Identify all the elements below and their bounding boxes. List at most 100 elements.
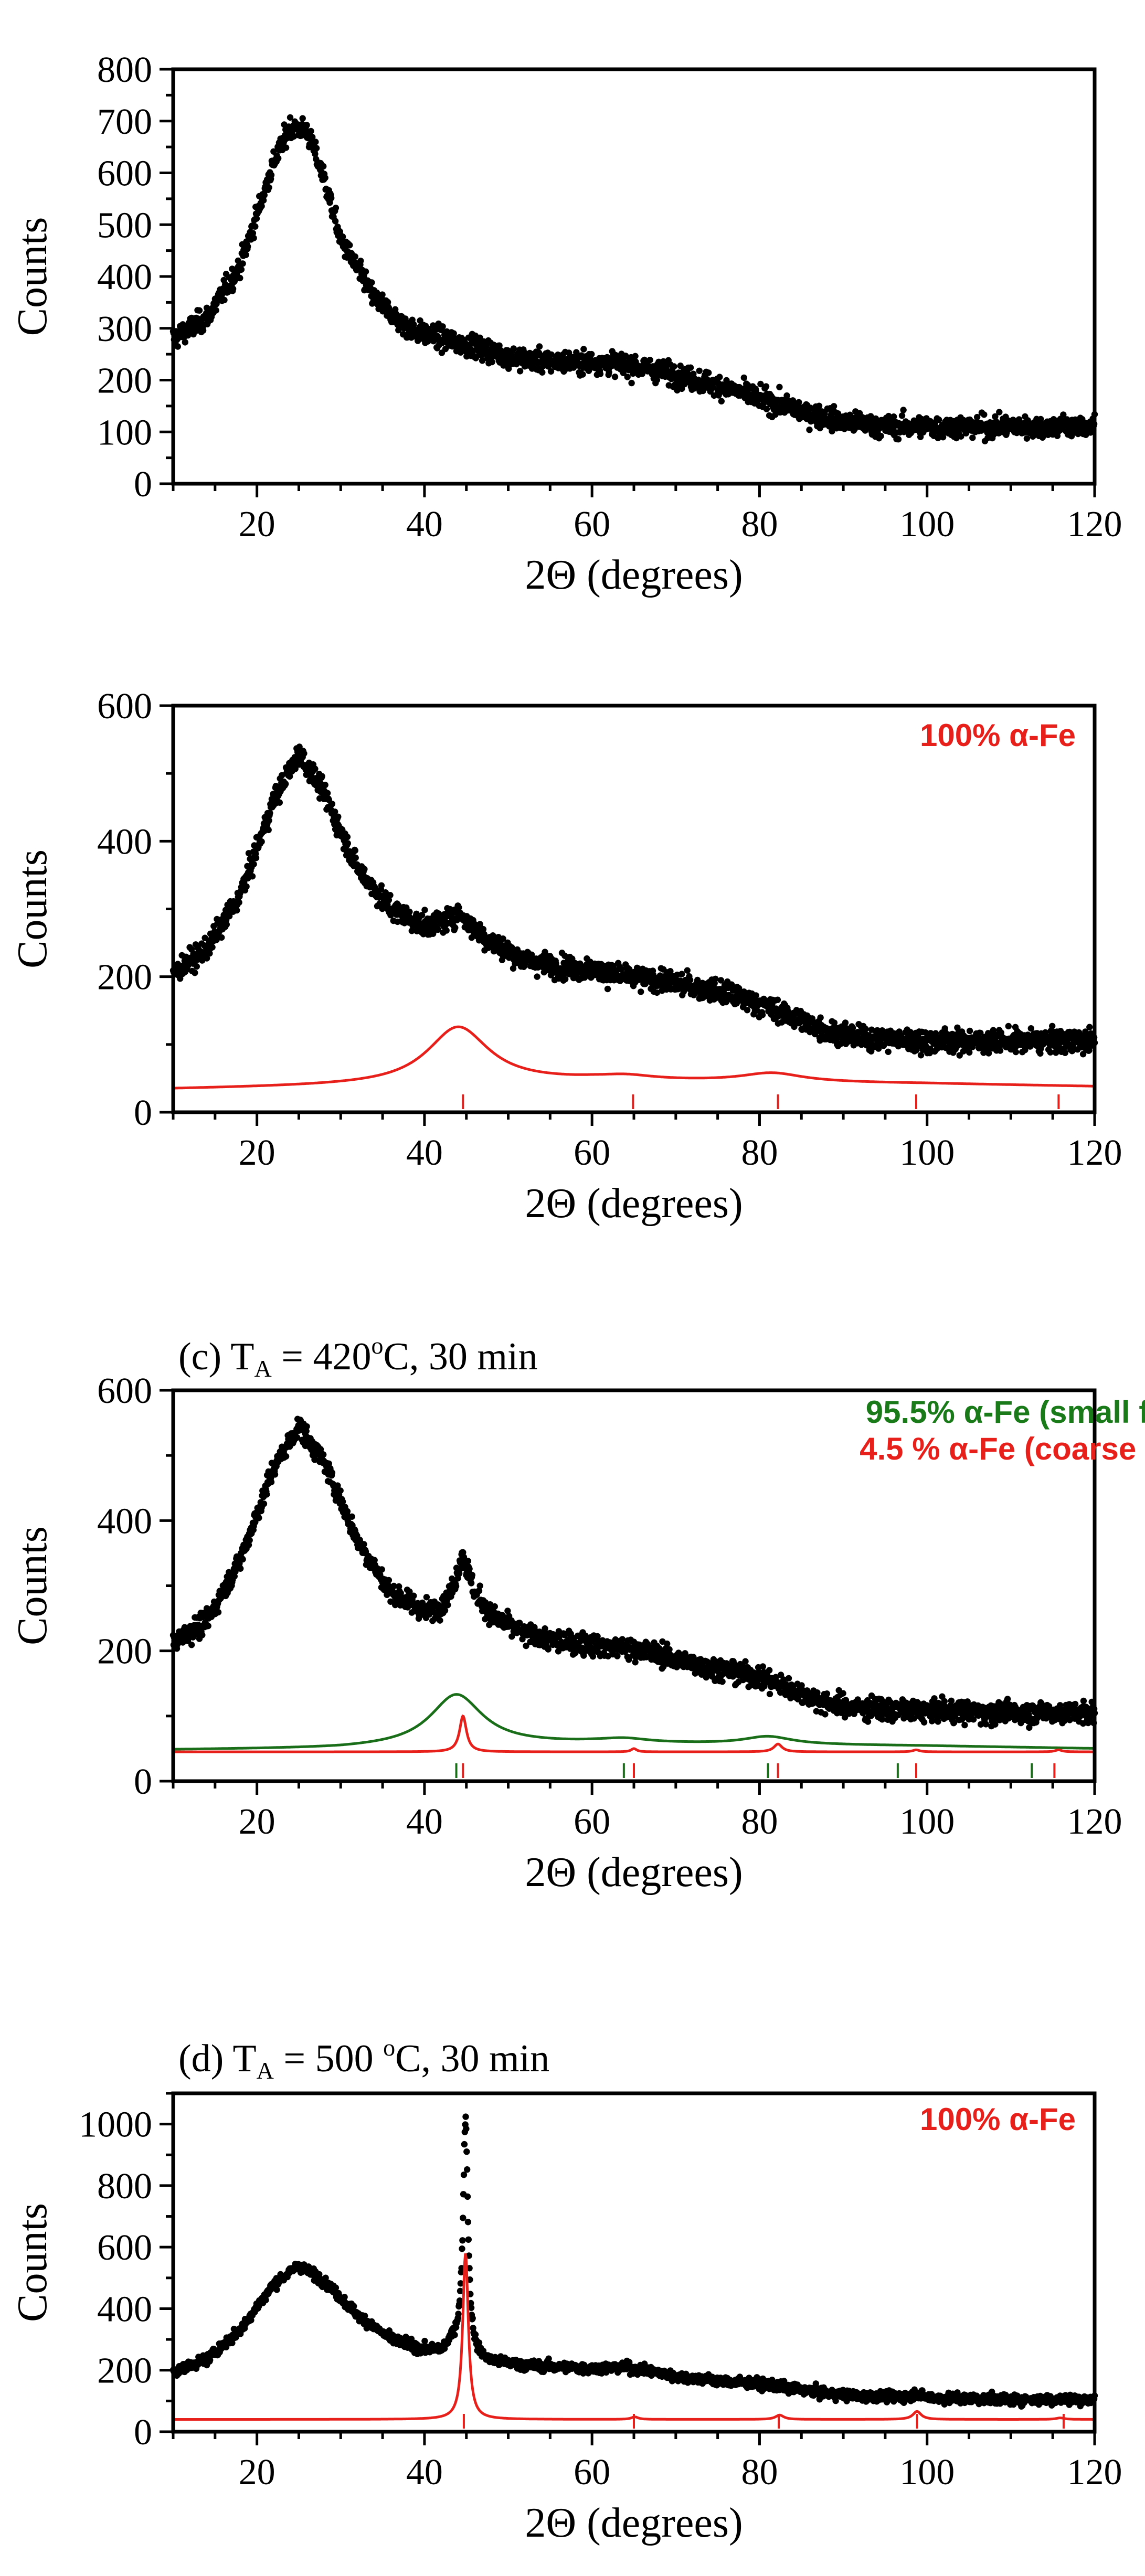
data-point <box>455 904 462 911</box>
data-point <box>203 955 210 962</box>
data-point <box>548 351 555 358</box>
data-point <box>547 368 555 375</box>
data-point <box>410 321 417 328</box>
data-point <box>384 299 391 306</box>
data-point <box>361 866 368 872</box>
data-point <box>267 810 273 817</box>
data-point <box>885 1048 892 1056</box>
data-point <box>776 384 783 390</box>
data-point <box>320 1451 327 1458</box>
data-point <box>917 433 924 440</box>
data-point <box>410 1592 417 1599</box>
x-axis-label: 2Θ (degrees) <box>525 1180 743 1227</box>
data-point <box>604 985 611 993</box>
data-point <box>646 356 653 364</box>
data-point <box>258 838 265 845</box>
data-point <box>740 374 748 381</box>
data-point <box>762 383 770 390</box>
x-tick-label: 100 <box>899 1133 955 1173</box>
data-point <box>344 834 351 840</box>
data-point <box>437 1617 443 1624</box>
data-point <box>1005 1023 1012 1030</box>
data-point <box>250 860 257 868</box>
data-point <box>939 434 947 441</box>
data-point <box>686 976 694 984</box>
x-tick-label: 40 <box>406 1133 443 1173</box>
data-point <box>344 840 351 847</box>
data-point <box>223 921 230 928</box>
data-point <box>783 392 790 399</box>
data-point <box>303 1423 310 1430</box>
data-point <box>312 151 319 157</box>
data-point <box>282 781 289 787</box>
data-point <box>966 1049 973 1056</box>
data-point <box>1049 1023 1056 1030</box>
data-point <box>834 410 842 417</box>
data-point <box>237 1565 244 1572</box>
y-axis-label: Counts <box>9 849 56 968</box>
data-point <box>624 374 631 380</box>
data-point <box>763 406 770 412</box>
data-point <box>352 854 359 861</box>
x-tick-label: 120 <box>1067 1133 1122 1173</box>
legend-annotation: 100% α-Fe <box>920 718 1076 753</box>
data-point <box>900 407 907 413</box>
data-point <box>476 1582 483 1589</box>
data-point <box>759 1012 766 1018</box>
data-point <box>423 1594 430 1601</box>
data-point <box>992 413 999 420</box>
data-point <box>239 260 246 267</box>
data-point <box>842 1019 849 1026</box>
data-point <box>237 274 243 282</box>
data-point <box>313 145 320 152</box>
data-point <box>319 773 325 780</box>
data-point <box>580 346 587 353</box>
data-point <box>639 370 646 377</box>
data-point <box>830 403 837 410</box>
data-point <box>261 191 268 199</box>
data-point <box>489 358 495 366</box>
data-point <box>266 184 272 191</box>
data-point <box>516 368 524 375</box>
data-point <box>718 398 725 405</box>
data-point <box>597 370 604 377</box>
x-tick-label: 120 <box>1067 504 1122 545</box>
data-point <box>466 1566 473 1572</box>
data-point <box>184 332 192 339</box>
x-tick-label: 80 <box>741 1133 778 1173</box>
data-point <box>996 409 1003 416</box>
data-point <box>712 975 719 983</box>
data-point <box>510 345 517 352</box>
data-point <box>250 235 257 241</box>
data-point <box>245 243 251 250</box>
data-point <box>218 934 225 941</box>
data-point <box>320 163 327 170</box>
data-point <box>421 907 428 913</box>
data-point <box>969 434 976 441</box>
data-point <box>221 296 228 304</box>
data-point <box>387 892 394 899</box>
data-point <box>312 765 319 772</box>
y-tick-label: 200 <box>97 361 152 401</box>
data-point <box>373 289 380 296</box>
data-point <box>539 369 546 376</box>
data-point <box>238 266 245 273</box>
data-point <box>352 253 358 260</box>
y-tick-label: 100 <box>97 412 152 453</box>
data-point <box>677 363 684 369</box>
data-point <box>348 1513 355 1520</box>
data-point <box>898 412 906 419</box>
data-point <box>385 1577 393 1584</box>
x-tick-label: 20 <box>239 504 275 545</box>
data-point <box>671 363 677 370</box>
data-point <box>757 380 764 388</box>
data-point <box>611 374 619 380</box>
data-point <box>268 172 275 178</box>
x-axis-label: 2Θ (degrees) <box>525 552 743 598</box>
data-point <box>174 343 181 350</box>
data-point <box>981 411 988 418</box>
data-point <box>452 1583 460 1590</box>
data-point <box>229 285 237 292</box>
data-point <box>332 218 339 225</box>
